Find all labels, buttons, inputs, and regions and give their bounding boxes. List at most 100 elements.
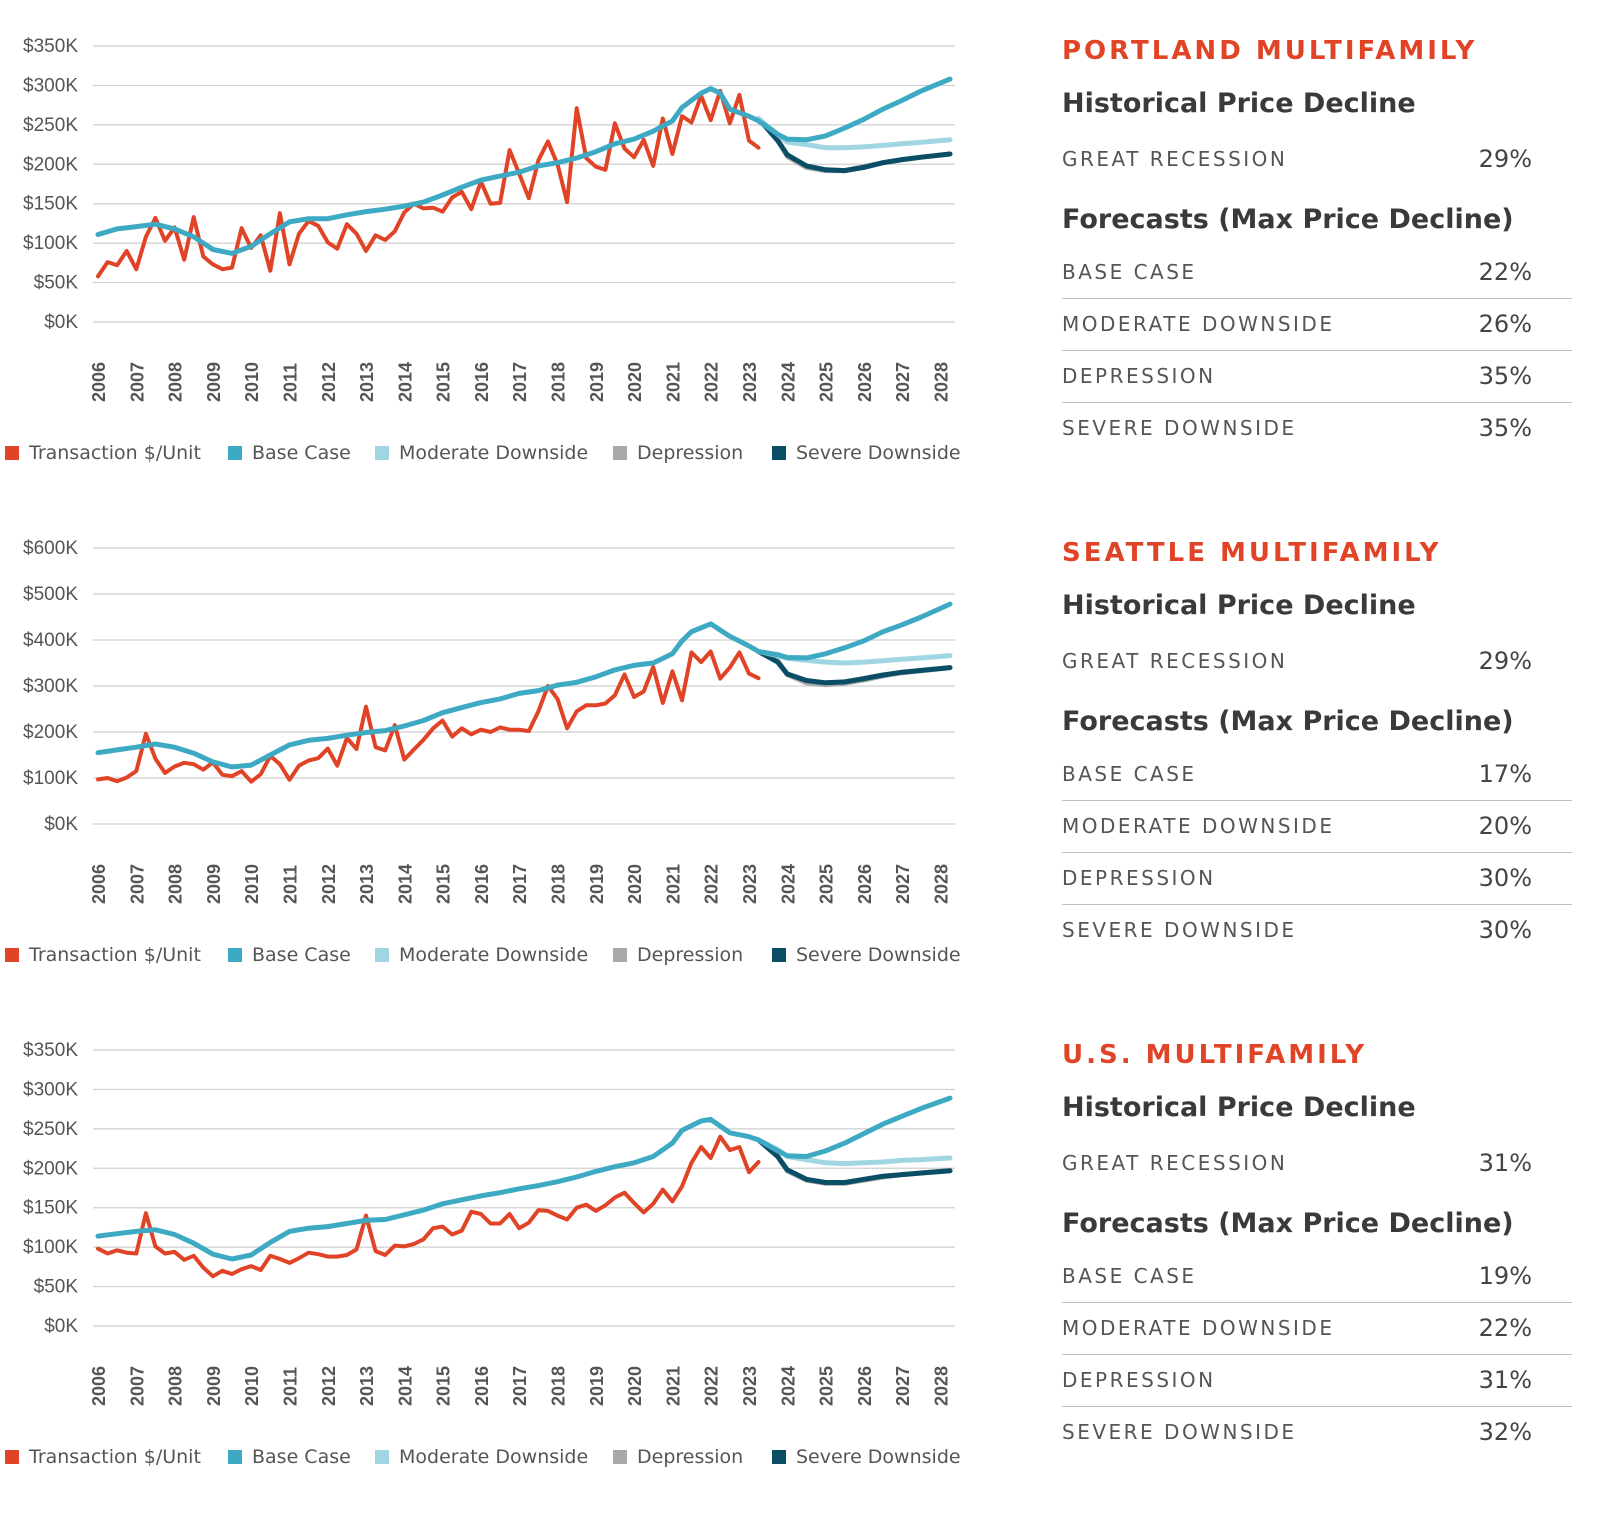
x-tick-label: 2017	[510, 362, 530, 402]
x-tick-label: 2010	[242, 864, 262, 904]
x-tick-label: 2022	[702, 362, 722, 402]
forecast-row: DEPRESSION 31%	[1062, 1366, 1572, 1421]
x-tick-label: 2026	[855, 864, 875, 904]
x-tick-label: 2018	[549, 1366, 569, 1406]
y-tick-label: $100K	[23, 768, 78, 789]
x-tick-label: 2024	[778, 1366, 798, 1406]
historical-heading: Historical Price Decline	[1062, 1092, 1416, 1123]
panel-portland: $0K $50K $100K $150K $200K $250K $300K $350K 200…	[0, 0, 1600, 500]
legend-item: Transaction $/Unit	[5, 442, 201, 464]
y-tick-label: $400K	[23, 630, 78, 651]
legend-item: Base Case	[228, 944, 351, 966]
x-tick-label: 2019	[587, 1366, 607, 1406]
legend-swatch	[5, 948, 19, 962]
x-tick-label: 2025	[817, 362, 837, 402]
legend-item: Moderate Downside	[375, 442, 588, 464]
x-tick-label: 2017	[510, 1366, 530, 1406]
legend-label: Base Case	[252, 944, 351, 966]
row-value: 22%	[1478, 258, 1532, 286]
x-tick-label: 2021	[663, 362, 683, 402]
legend-swatch	[613, 1450, 627, 1464]
legend-swatch	[228, 1450, 242, 1464]
x-tick-label: 2018	[549, 362, 569, 402]
x-tick-label: 2028	[931, 362, 951, 402]
legend-label: Severe Downside	[796, 1446, 961, 1468]
row-value: 30%	[1478, 864, 1532, 892]
y-tick-label: $150K	[23, 194, 78, 215]
legend-label: Moderate Downside	[399, 442, 589, 464]
legend-label: Base Case	[252, 442, 351, 464]
chart-us: $0K $50K $100K $150K $200K $250K $300K $350K 200…	[23, 1040, 955, 1406]
x-tick-label: 2023	[740, 1366, 760, 1406]
x-tick-label: 2022	[702, 1366, 722, 1406]
legend-item: Moderate Downside	[375, 1446, 588, 1468]
y-tick-label: $200K	[23, 154, 78, 175]
series-line-severe	[756, 116, 953, 174]
y-tick-label: $0K	[44, 1316, 78, 1337]
legend-label: Severe Downside	[796, 442, 961, 464]
x-tick-label: 2017	[510, 864, 530, 904]
x-tick-label: 2011	[280, 363, 300, 402]
row-label: MODERATE DOWNSIDE	[1062, 1316, 1335, 1340]
x-tick-label: 2027	[893, 1366, 913, 1406]
legend-item: Severe Downside	[772, 944, 961, 966]
row-divider	[1062, 1302, 1572, 1303]
series-line-severe	[756, 649, 953, 686]
legend-swatch	[5, 446, 19, 460]
y-tick-label: $200K	[23, 722, 78, 743]
row-value: 29%	[1478, 145, 1532, 173]
row-label: GREAT RECESSION	[1062, 1151, 1288, 1175]
x-tick-label: 2027	[893, 362, 913, 402]
row-label: SEVERE DOWNSIDE	[1062, 1420, 1297, 1444]
legend-item: Base Case	[228, 442, 351, 464]
x-tick-label: 2012	[319, 864, 339, 904]
y-tick-label: $100K	[23, 1237, 78, 1258]
x-tick-label: 2006	[89, 1366, 109, 1406]
series-line-base	[95, 76, 953, 256]
y-tick-label: $100K	[23, 233, 78, 254]
x-tick-label: 2008	[166, 1366, 186, 1406]
legend-item: Depression	[613, 1446, 743, 1468]
legend-swatch	[375, 948, 389, 962]
forecast-row: SEVERE DOWNSIDE 30%	[1062, 916, 1572, 971]
row-value: 22%	[1478, 1314, 1532, 1342]
market-title: SEATTLE MULTIFAMILY	[1062, 538, 1442, 568]
legend-label: Depression	[637, 944, 744, 966]
forecast-row: MODERATE DOWNSIDE 26%	[1062, 310, 1572, 365]
row-value: 29%	[1478, 647, 1532, 675]
row-label: GREAT RECESSION	[1062, 147, 1288, 171]
row-label: BASE CASE	[1062, 762, 1197, 786]
y-tick-label: $350K	[23, 1040, 78, 1061]
x-tick-label: 2007	[127, 362, 147, 402]
y-tick-label: $300K	[23, 75, 78, 96]
legend-item: Moderate Downside	[375, 944, 588, 966]
legend-swatch	[375, 446, 389, 460]
x-tick-label: 2013	[357, 864, 377, 904]
legend-label: Base Case	[252, 1446, 351, 1468]
y-tick-label: $350K	[23, 36, 78, 57]
forecast-row: SEVERE DOWNSIDE 32%	[1062, 1418, 1572, 1473]
row-value: 26%	[1478, 310, 1532, 338]
x-tick-label: 2020	[625, 864, 645, 904]
x-tick-label: 2011	[280, 865, 300, 904]
row-value: 32%	[1478, 1418, 1532, 1446]
forecast-row: BASE CASE 17%	[1062, 760, 1572, 815]
y-tick-label: $50K	[34, 273, 79, 294]
row-label: SEVERE DOWNSIDE	[1062, 918, 1297, 942]
legend-item: Base Case	[228, 1446, 351, 1468]
x-tick-label: 2015	[434, 864, 454, 904]
row-value: 31%	[1478, 1366, 1532, 1394]
legend: Transaction $/Unit Base Case Moderate Down…	[0, 1446, 1000, 1468]
row-label: DEPRESSION	[1062, 364, 1216, 388]
legend-swatch	[228, 446, 242, 460]
row-label: GREAT RECESSION	[1062, 649, 1288, 673]
row-divider	[1062, 1406, 1572, 1407]
x-tick-label: 2015	[434, 1366, 454, 1406]
x-tick-label: 2016	[472, 362, 492, 402]
forecast-row: SEVERE DOWNSIDE 35%	[1062, 414, 1572, 469]
row-label: BASE CASE	[1062, 1264, 1197, 1288]
row-value: 35%	[1478, 414, 1532, 442]
x-tick-label: 2015	[434, 362, 454, 402]
panel-seattle: $0K $100K $200K $300K $400K $500K $600K 2006 200…	[0, 502, 1600, 1002]
x-tick-label: 2013	[357, 362, 377, 402]
